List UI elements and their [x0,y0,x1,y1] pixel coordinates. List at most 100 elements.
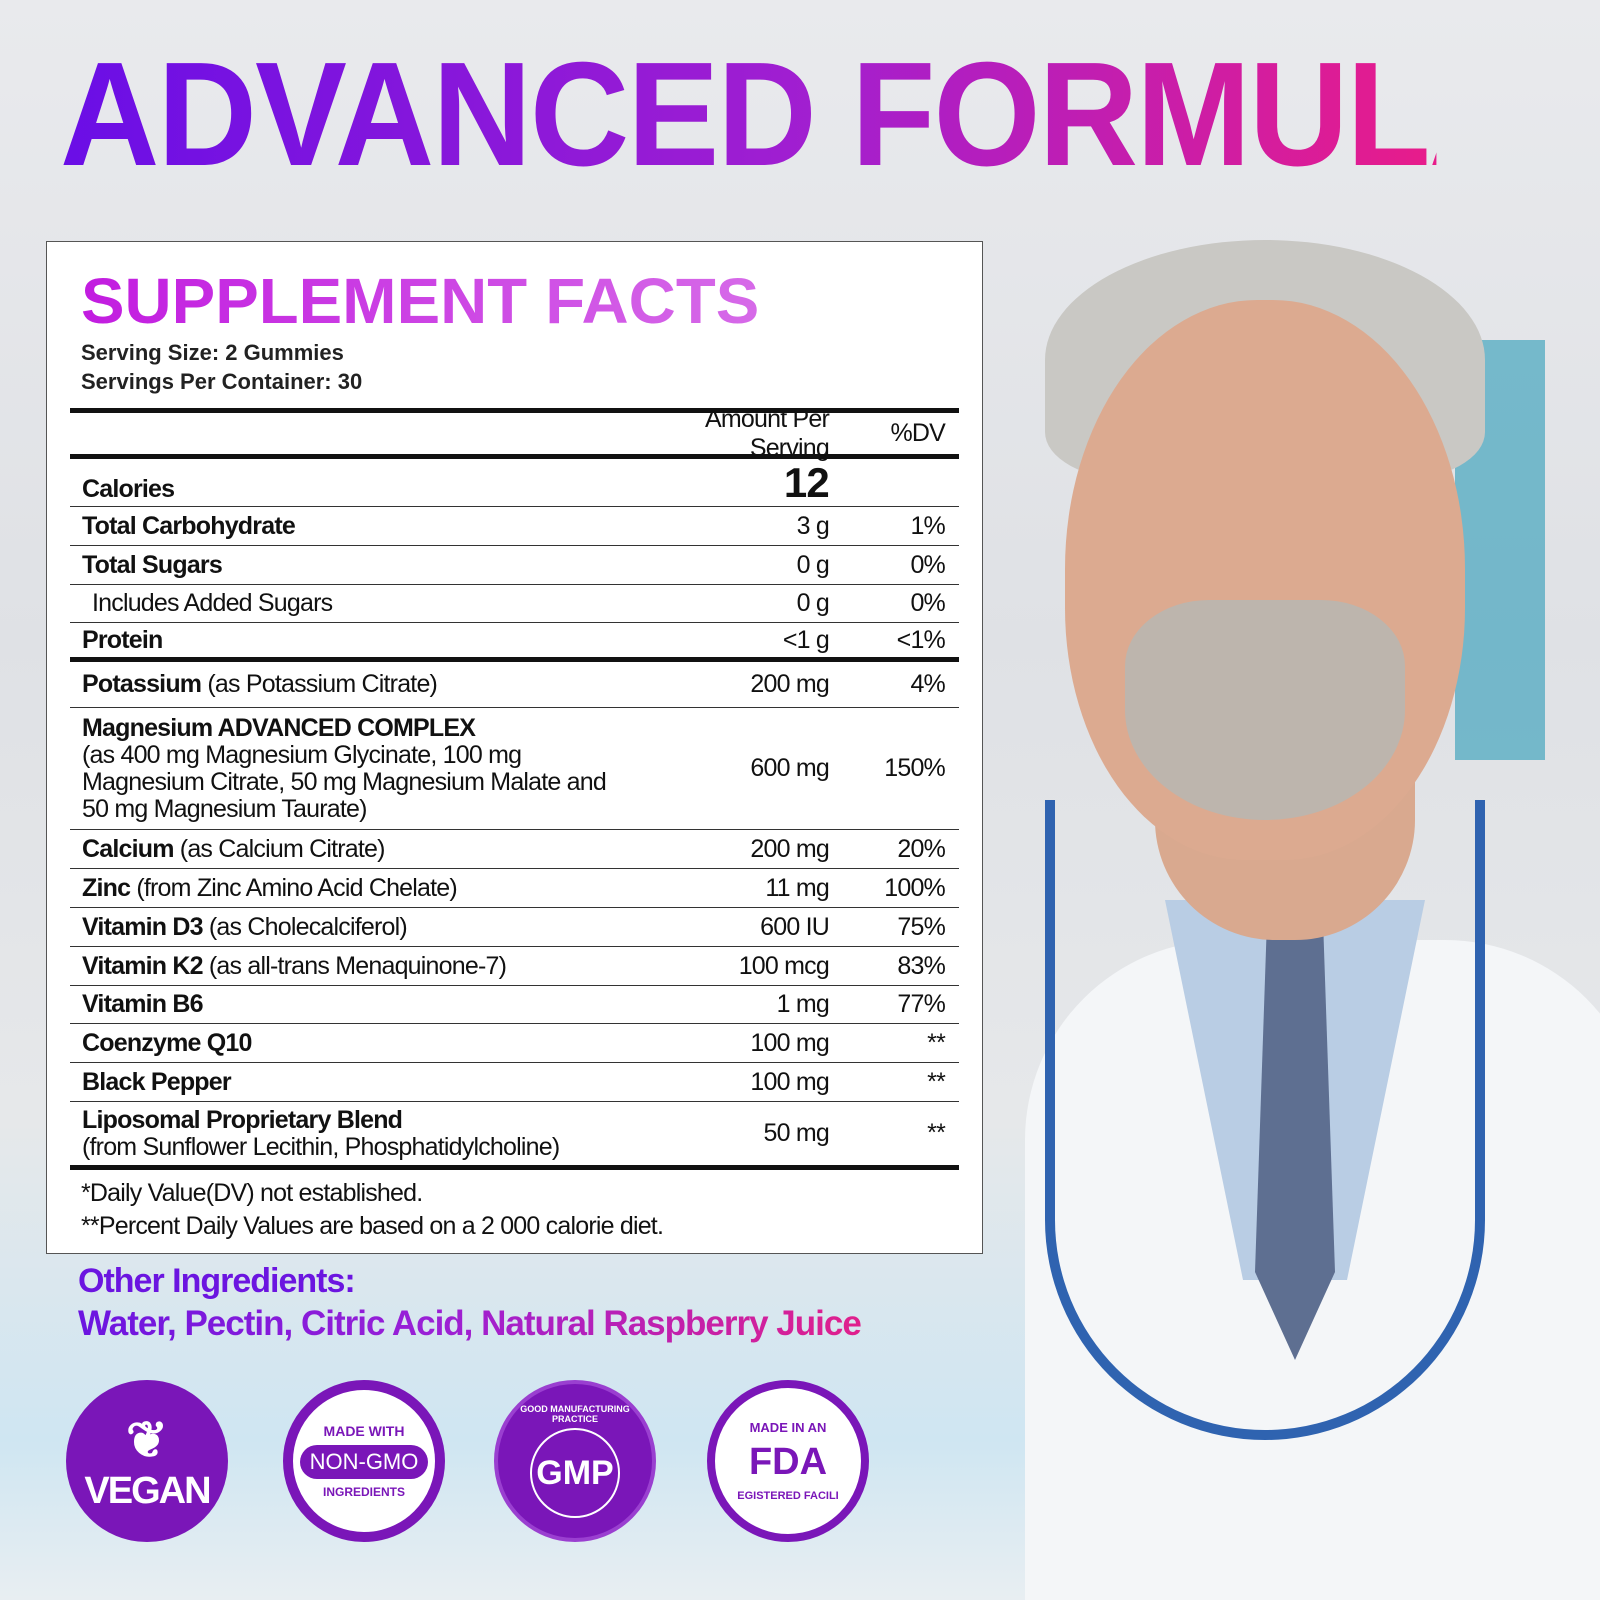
nutrient-detail: (from Sunflower Lecithin, Phosphatidylch… [82,1132,560,1161]
amount: 100 mg [750,1028,829,1057]
calories-value: 12 [783,458,830,506]
calories-label: Calories [82,475,175,503]
nutrient-label: Black Pepper [82,1067,232,1096]
amount: 50 mg [763,1119,830,1147]
nutrient-label: Zinc [82,873,131,902]
nutrient-name: Protein [70,625,649,654]
amount: 200 mg [750,834,829,863]
amount: 600 IU [760,912,830,941]
nutrient-name: Magnesium ADVANCED COMPLEX (as 400 mg Mag… [70,713,649,823]
supplement-facts-panel: SUPPLEMENT FACTS Serving Size: 2 Gummies… [46,241,983,1254]
serving-size: Serving Size: 2 Gummies [81,340,344,365]
nutrient-label: Coenzyme Q10 [82,1028,252,1057]
nutrient-label: Magnesium ADVANCED COMPLEX [82,713,476,742]
daily-value: 100% [884,873,946,902]
col-amount: Amount Per Serving [704,404,830,462]
nutrient-label: Potassium [82,670,202,698]
daily-value: 77% [897,990,945,1018]
nongmo-bottom: INGREDIENTS [322,1485,405,1499]
daily-value: <1% [896,625,946,654]
amount: 0 g [796,550,830,579]
daily-value: ** [927,1119,946,1147]
fda-top: MADE IN AN [749,1420,827,1435]
table-row: Includes Added Sugars 0 g 0% [70,585,959,623]
table-row: Total Carbohydrate 3 g 1% [70,507,959,546]
nutrient-name: Total Carbohydrate [70,511,649,540]
nutrient-name: Includes Added Sugars [70,590,649,617]
table-header: Amount Per Serving %DV [70,405,959,462]
nutrient-label: Total Carbohydrate [82,511,296,540]
nutrient-name: Total Sugars [70,550,649,579]
non-gmo-badge: MADE WITH NON-GMO INGREDIENTS [283,1380,445,1542]
fda-badge: MADE IN AN FDA EGISTERED FACILI [707,1380,869,1542]
vegan-label: VEGAN [84,1469,211,1512]
daily-value: 83% [897,951,945,980]
nutrient-name: Zinc (from Zinc Amino Acid Chelate) [70,873,649,902]
daily-value: 0% [910,550,945,579]
gmp-ring: GOOD MANUFACTURING PRACTICE [520,1404,630,1424]
nutrient-detail: (as Calcium Citrate) [173,834,386,863]
table-row: Vitamin D3 (as Cholecalciferol) 600 IU 75% [70,908,959,947]
nutrient-detail: Includes Added Sugars [92,589,333,617]
footnote-1: *Daily Value(DV) not established. [81,1179,423,1207]
table-row: Potassium (as Potassium Citrate) 200 mg 4% [70,662,959,708]
amount: 100 mg [750,1067,829,1096]
nutrient-label: Vitamin K2 [82,951,204,980]
headline: ADVANCED FORMULA [60,30,1528,200]
nongmo-top: MADE WITH [323,1423,405,1439]
amount: 3 g [796,511,830,540]
table-row: Black Pepper 100 mg ** [70,1063,959,1102]
gmp-badge: GOOD MANUFACTURING PRACTICE GMP [494,1380,656,1542]
amount: 0 g [796,589,830,617]
amount: 100 mcg [738,951,830,980]
daily-value: ** [927,1067,946,1096]
nutrient-name: Vitamin K2 (as all-trans Menaquinone-7) [70,951,649,980]
vegan-badge: ❦ VEGAN [66,1380,228,1542]
fda-main: FDA [748,1441,828,1483]
nutrient-name: Coenzyme Q10 [70,1028,649,1057]
gmp-main: GMP [530,1428,620,1518]
nutrient-detail: (as 400 mg Magnesium Glycinate, 100 mg M… [82,740,607,823]
nutrient-label: Vitamin D3 [82,912,204,941]
fda-bottom: EGISTERED FACILI [737,1490,839,1502]
table-row: Vitamin K2 (as all-trans Menaquinone-7) 1… [70,947,959,986]
daily-value: 4% [910,670,945,698]
servings-per-container: Servings Per Container: 30 [81,369,363,394]
nutrient-label: Calcium [82,834,174,863]
facts-table: Amount Per Serving %DV Calories 12 Total … [70,405,959,1170]
table-row: Vitamin B6 1 mg 77% [70,986,959,1024]
amount: 1 mg [776,990,830,1018]
nutrient-detail: (as Potassium Citrate) [201,670,438,698]
nutrient-label: Total Sugars [82,550,223,579]
leaf-icon: ❦ [126,1411,168,1468]
amount: 11 mg [765,873,829,902]
nutrient-label: Liposomal Proprietary Blend [82,1105,403,1134]
table-row: Protein <1 g <1% [70,623,959,662]
nutrient-detail: (as Cholecalciferol) [202,912,408,941]
table-row: Total Sugars 0 g 0% [70,546,959,585]
other-ingredients-list: Water, Pectin, Citric Acid, Natural Rasp… [78,1304,862,1343]
table-row: Magnesium ADVANCED COMPLEX (as 400 mg Mag… [70,708,959,830]
nutrient-label: Vitamin B6 [82,990,204,1018]
facts-title: SUPPLEMENT FACTS [81,265,760,337]
other-ingredients-heading: Other Ingredients: [78,1262,356,1300]
amount: 200 mg [750,670,829,698]
nutrient-detail: (from Zinc Amino Acid Chelate) [130,873,457,902]
doctor-photo [985,180,1600,1600]
calories-row: Calories 12 [70,459,959,507]
nutrient-label: Protein [82,625,163,654]
nutrient-name: Potassium (as Potassium Citrate) [70,671,649,698]
daily-value: ** [927,1028,946,1057]
amount: <1 g [782,625,830,654]
daily-value: 0% [910,589,945,617]
table-row: Coenzyme Q10 100 mg ** [70,1024,959,1063]
daily-value: 150% [884,754,946,782]
col-dv: %DV [890,419,945,447]
nutrient-name: Vitamin D3 (as Cholecalciferol) [70,912,649,941]
nutrient-name: Liposomal Proprietary Blend (from Sunflow… [70,1105,649,1161]
daily-value: 75% [897,912,945,941]
nutrient-name: Vitamin B6 [70,991,649,1018]
nutrient-name: Calcium (as Calcium Citrate) [70,834,649,863]
nutrient-name: Black Pepper [70,1067,649,1096]
table-row: Calcium (as Calcium Citrate) 200 mg 20% [70,830,959,869]
